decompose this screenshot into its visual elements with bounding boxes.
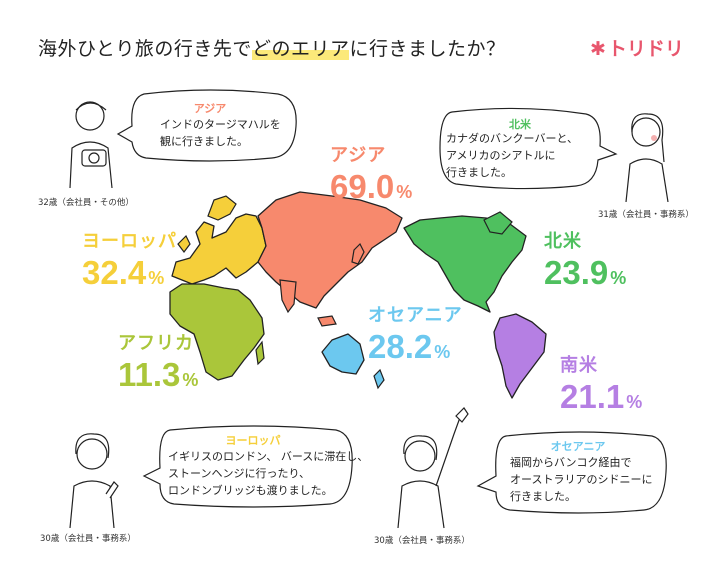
region-asia-name: アジア: [330, 145, 387, 165]
bubble-north-america-line: 行きました。: [446, 166, 512, 179]
caption-oceania: 30歳（会社員・事務系）: [374, 536, 470, 546]
map-india: [279, 279, 297, 314]
region-oceania-value: 28.2: [368, 328, 433, 365]
speech-bubble-outline: [476, 431, 667, 514]
caption-north-america: 31歳（会社員・事務系）: [598, 210, 694, 220]
map-greenland: [483, 211, 513, 235]
region-asia-unit: %: [396, 182, 413, 202]
map-new-zealand: [373, 368, 385, 390]
region-oceania: オセアニア 28.2%: [368, 306, 463, 363]
region-oceania-unit: %: [434, 342, 451, 362]
person-illustration-north-america: [625, 113, 669, 202]
map-scandinavia: [207, 195, 237, 221]
bubble-oceania-line: オーストラリアのシドニーに: [510, 473, 653, 486]
region-south-america-unit: %: [626, 392, 643, 412]
person-illustration-oceania: [397, 407, 469, 529]
bubble-north-america-line: アメリカのシアトルに: [446, 149, 556, 162]
speech-bubble-europe: ヨーロッパ イギリスのロンドン、 バースに滞在し、 ストーンヘンジに行ったり、 …: [142, 424, 368, 508]
bubble-north-america-line: カナダのバンクーバーと、: [446, 132, 578, 145]
region-africa-value: 11.3: [118, 356, 181, 393]
map-japan: [351, 242, 365, 265]
bubble-oceania-line: 行きました。: [510, 490, 576, 503]
region-europe: ヨーロッパ 32.4%: [82, 232, 177, 289]
bubble-asia-line: 観に行きました。: [160, 135, 248, 148]
map-uk: [177, 234, 191, 253]
caption-asia: 32歳（会社員・その他）: [38, 198, 134, 208]
title-pre: 海外ひとり旅の行き先で: [38, 38, 252, 60]
map-europe: [171, 213, 267, 285]
speech-bubble-outline: [116, 89, 297, 162]
region-asia: アジア 69.0%: [330, 146, 412, 203]
region-africa: アフリカ 11.3%: [118, 334, 198, 391]
region-africa-unit: %: [182, 370, 199, 390]
logo-text: トリドリ: [607, 38, 684, 60]
bubble-europe-text: イギリスのロンドン、 バースに滞在し、 ストーンヘンジに行ったり、 ロンドンブリ…: [168, 448, 368, 499]
bubble-europe-line: ストーンヘンジに行ったり、: [168, 467, 311, 480]
region-north-america-value: 23.9: [544, 254, 609, 291]
map-australia: [321, 333, 365, 375]
bubble-europe-line: イギリスのロンドン、 バースに滞在し、: [168, 450, 369, 463]
bubble-asia-title: アジア: [193, 102, 227, 115]
region-europe-name: ヨーロッパ: [82, 231, 177, 251]
toridori-logo: ✱ トリドリ: [590, 34, 684, 61]
speech-bubble-north-america: 北米 カナダのバンクーバーと、 アメリカのシアトルに 行きました。: [436, 106, 618, 190]
caption-europe: 30歳（会社員・事務系）: [40, 534, 136, 544]
title-highlight: どのエリア: [251, 38, 350, 60]
region-north-america-unit: %: [610, 268, 627, 288]
map-africa: [169, 283, 265, 381]
person-illustration-asia: [69, 101, 113, 189]
bubble-north-america-title: 北米: [509, 118, 531, 131]
region-north-america-name: 北米: [544, 231, 582, 251]
region-europe-unit: %: [148, 268, 165, 288]
region-europe-value: 32.4: [82, 254, 147, 291]
map-madagascar: [255, 340, 265, 366]
map-asia: [257, 191, 403, 309]
region-south-america-name: 南米: [560, 355, 598, 375]
bubble-oceania-text: 福岡からバンコク経由で オーストラリアのシドニーに 行きました。: [510, 454, 652, 505]
asterisk-icon: ✱: [590, 38, 606, 60]
region-south-america: 南米 21.1%: [560, 356, 642, 413]
bubble-europe-title: ヨーロッパ: [225, 434, 281, 447]
bubble-oceania-line: 福岡からバンコク経由で: [510, 456, 632, 469]
map-south-america: [493, 313, 547, 399]
bubble-europe-line: ロンドンブリッジも渡りました。: [168, 484, 333, 497]
region-oceania-name: オセアニア: [368, 305, 463, 325]
bubble-oceania-title: オセアニア: [550, 440, 606, 453]
map-se-asia-islands: [317, 315, 337, 327]
title-post: に行きましたか？: [349, 38, 506, 60]
person-illustration-europe: [69, 433, 119, 529]
bubble-asia-text: インドのタージマハルを 観に行きました。: [160, 116, 281, 150]
region-north-america: 北米 23.9%: [544, 232, 626, 289]
bubble-north-america-text: カナダのバンクーバーと、 アメリカのシアトルに 行きました。: [446, 130, 578, 181]
speech-bubble-outline: [439, 107, 618, 190]
speech-bubble-outline: [142, 425, 353, 508]
speech-bubble-asia: アジア インドのタージマハルを 観に行きました。: [116, 88, 298, 164]
speech-bubble-oceania: オセアニア 福岡からバンコク経由で オーストラリアのシドニーに 行きました。: [476, 430, 670, 514]
region-africa-name: アフリカ: [118, 333, 194, 353]
region-south-america-value: 21.1: [560, 378, 625, 415]
page-title: 海外ひとり旅の行き先でどのエリアに行きましたか？: [38, 34, 505, 61]
bubble-asia-line: インドのタージマハルを: [160, 118, 281, 131]
map-north-america: [403, 215, 527, 313]
region-asia-value: 69.0: [330, 168, 395, 205]
